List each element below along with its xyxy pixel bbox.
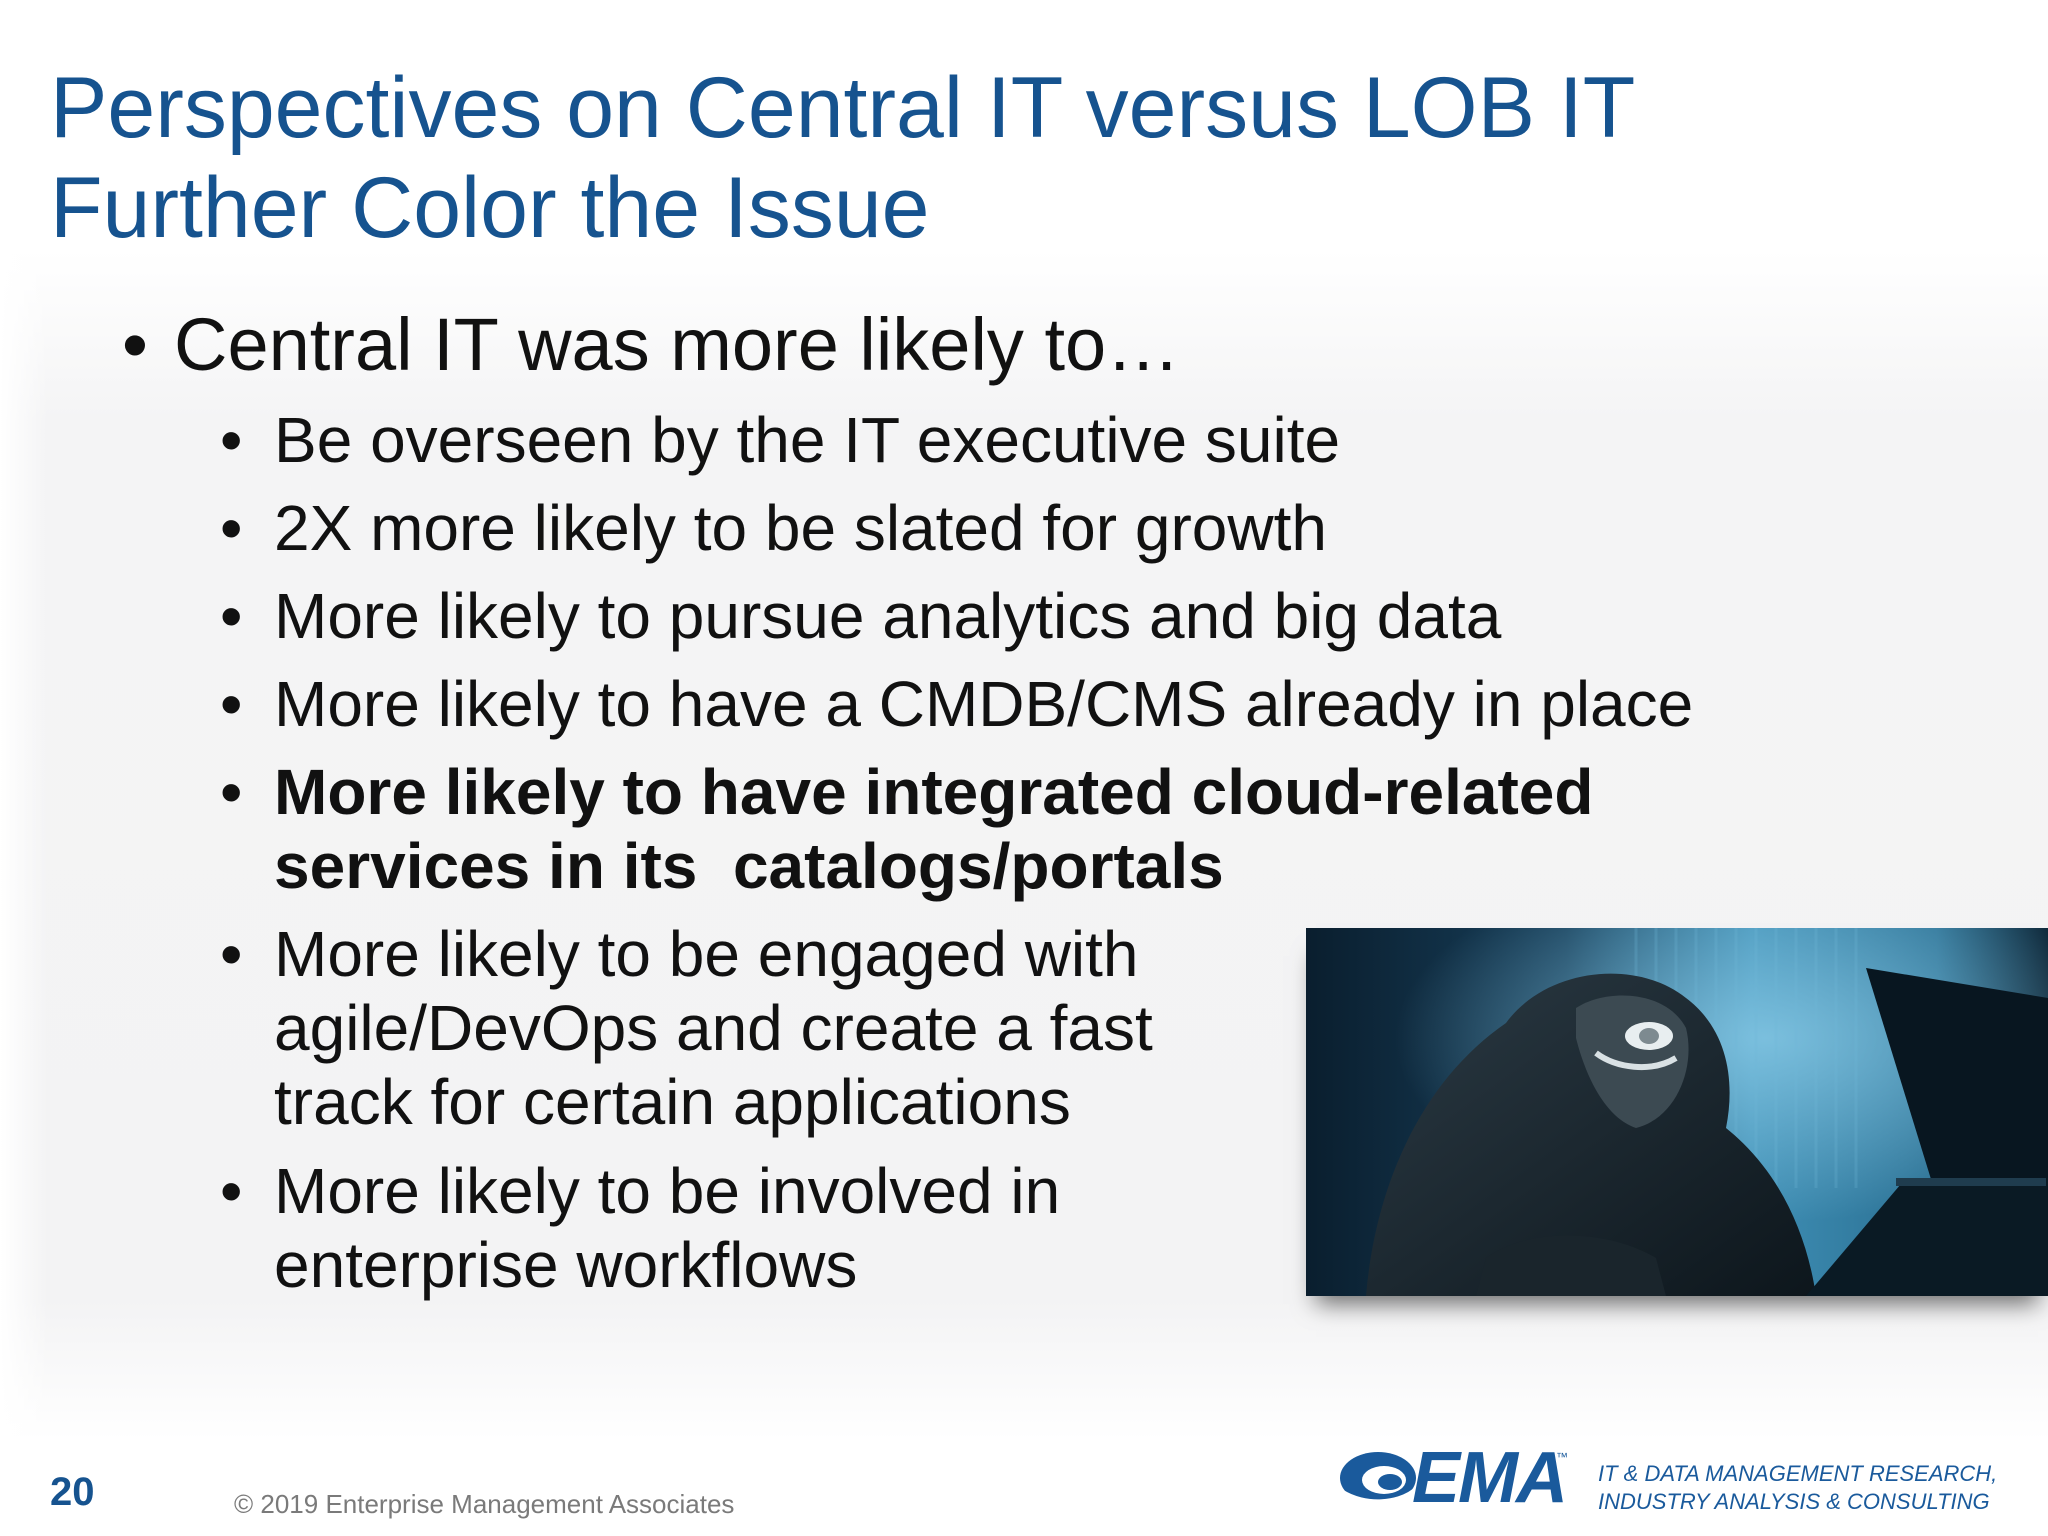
bullet-marker: •: [220, 404, 243, 476]
hacker-photo: [1306, 928, 2048, 1296]
sub-bullet-text-line-1: More likely to have integrated cloud-rel…: [274, 756, 1594, 828]
slide-title-line-2: Further Color the Issue: [50, 160, 930, 256]
ema-logo: EMA ™: [1334, 1436, 1568, 1518]
slide-edge-fade: [0, 0, 48, 1536]
ema-swoosh-icon: [1340, 1452, 1422, 1505]
bullet-marker: •: [220, 668, 243, 740]
company-tagline: IT & DATA MANAGEMENT RESEARCH, INDUSTRY …: [1598, 1460, 1997, 1516]
tagline-line-1: IT & DATA MANAGEMENT RESEARCH,: [1598, 1461, 1998, 1486]
bullet-marker: •: [220, 492, 243, 564]
slide-title-line-1: Perspectives on Central IT versus LOB IT: [50, 60, 1636, 156]
bullet-marker: •: [220, 756, 243, 828]
sub-bullet-text-line-3: track for certain applications: [274, 1066, 1071, 1138]
copyright-text: © 2019 Enterprise Management Associates: [234, 1489, 735, 1519]
bullet-marker: •: [220, 918, 243, 990]
sub-bullet-text: More likely to pursue analytics and big …: [274, 580, 1502, 652]
main-bullet-text: Central IT was more likely to…: [174, 303, 1181, 386]
bullet-marker: •: [220, 580, 243, 652]
sub-bullet-text: 2X more likely to be slated for growth: [274, 492, 1327, 564]
sub-bullet-text-line-2: enterprise workflows: [274, 1229, 858, 1301]
sub-bullet-text-line-2: services in its catalogs/portals: [274, 830, 1224, 902]
hooded-hacker-icon: [1306, 928, 2048, 1296]
sub-bullet-text: More likely to have a CMDB/CMS already i…: [274, 668, 1694, 740]
tagline-line-2: INDUSTRY ANALYSIS & CONSULTING: [1598, 1489, 1990, 1514]
sub-bullet-text-line-2: agile/DevOps and create a fast: [274, 992, 1153, 1064]
bullet-marker: •: [220, 1155, 243, 1227]
sub-bullet-text-line-1: More likely to be engaged with: [274, 918, 1139, 990]
bullet-marker: •: [122, 303, 148, 386]
ema-logo-text: EMA: [1412, 1438, 1568, 1518]
page-number: 20: [50, 1470, 95, 1514]
sub-bullet-text: Be overseen by the IT executive suite: [274, 404, 1341, 476]
sub-bullet-text-line-1: More likely to be involved in: [274, 1155, 1061, 1227]
slide-title: Perspectives on Central IT versus LOB IT…: [50, 58, 1950, 258]
trademark-symbol: ™: [1556, 1450, 1568, 1464]
